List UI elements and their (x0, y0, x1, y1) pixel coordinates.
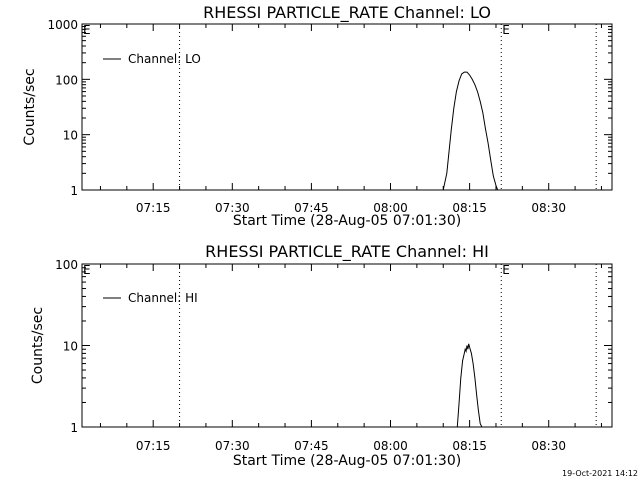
x-tick-label: 08:30 (531, 439, 566, 453)
chart-title: RHESSI PARTICLE_RATE Channel: HI (205, 242, 489, 262)
legend-label: Channel: HI (128, 291, 198, 305)
y-tick-label: 1 (70, 184, 78, 198)
x-tick-label: 08:30 (531, 201, 566, 215)
x-tick-label: 08:15 (452, 439, 487, 453)
corner-mark: E (83, 263, 91, 277)
x-tick-label: 08:00 (373, 201, 408, 215)
y-tick-label: 100 (55, 73, 78, 87)
chart-panel-hi: RHESSI PARTICLE_RATE Channel: HI Start Ti… (30, 242, 613, 469)
y-axis-label: Counts/sec (30, 307, 46, 384)
series-line (456, 343, 483, 428)
legend-label: Channel: LO (128, 52, 201, 66)
x-axis-label: Start Time (28-Aug-05 07:01:30) (233, 453, 461, 469)
x-tick-label: 07:30 (215, 439, 250, 453)
y-tick-label: 1 (70, 421, 78, 435)
plot-frame (81, 23, 613, 191)
series-line (442, 71, 499, 191)
x-tick-label: 07:45 (294, 201, 329, 215)
y-tick-label: 100 (55, 258, 78, 272)
x-tick-label: 07:15 (136, 201, 171, 215)
timestamp: 19-Oct-2021 14:12 (562, 469, 638, 478)
y-axis-label: Counts/sec (22, 68, 38, 145)
marker-label: E (502, 23, 510, 37)
x-tick-label: 08:15 (452, 201, 487, 215)
corner-mark: E (83, 23, 91, 37)
chart-panel-lo: RHESSI PARTICLE_RATE Channel: LO Start Ti… (22, 3, 613, 229)
y-tick-label: 1000 (47, 18, 78, 32)
x-tick-label: 07:30 (215, 201, 250, 215)
x-tick-label: 07:45 (294, 439, 329, 453)
marker-label: E (502, 263, 510, 277)
x-tick-label: 08:00 (373, 439, 408, 453)
y-tick-label: 10 (63, 129, 78, 143)
x-axis-label: Start Time (28-Aug-05 07:01:30) (233, 213, 461, 229)
x-tick-label: 07:15 (136, 439, 171, 453)
y-tick-label: 10 (63, 340, 78, 354)
chart-title: RHESSI PARTICLE_RATE Channel: LO (203, 3, 491, 23)
